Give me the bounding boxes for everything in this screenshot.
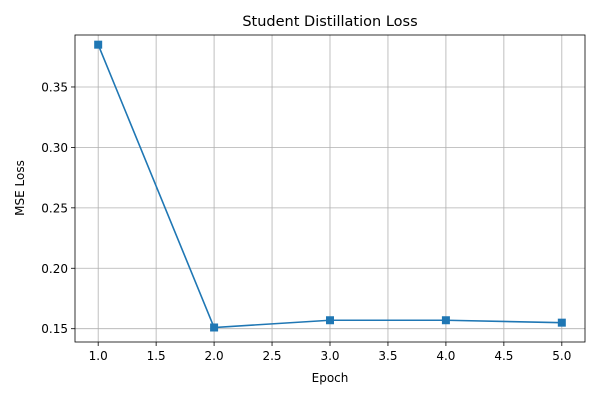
x-tick-label: 4.5 bbox=[494, 349, 513, 363]
x-tick-label: 5.0 bbox=[552, 349, 571, 363]
data-point bbox=[557, 318, 566, 327]
x-tick-label: 3.5 bbox=[378, 349, 397, 363]
x-tick-label: 1.5 bbox=[147, 349, 166, 363]
y-tick-label: 0.20 bbox=[41, 262, 68, 276]
x-tick-label: 3.0 bbox=[320, 349, 339, 363]
y-tick-label: 0.35 bbox=[41, 80, 68, 94]
x-tick-label: 4.0 bbox=[436, 349, 455, 363]
chart-title: Student Distillation Loss bbox=[242, 14, 417, 30]
ticks: 1.0 1.5 2.0 2.5 3.0 3.5 4.0 4.5 5.0 0.15 0.20 0.25 0… bbox=[41, 80, 571, 363]
series-layer bbox=[94, 40, 566, 332]
x-tick-label: 1.0 bbox=[89, 349, 108, 363]
y-tick-label: 0.15 bbox=[41, 322, 68, 336]
y-tick-label: 0.30 bbox=[41, 141, 68, 155]
y-tick-label: 0.25 bbox=[41, 201, 68, 215]
data-point bbox=[326, 316, 334, 325]
x-axis-label: Epoch bbox=[312, 371, 349, 385]
x-tick-label: 2.0 bbox=[205, 349, 224, 363]
y-axis-label: MSE Loss bbox=[13, 160, 27, 216]
data-point bbox=[94, 40, 103, 49]
x-tick-label: 2.5 bbox=[262, 349, 281, 363]
grid bbox=[75, 35, 585, 342]
data-point bbox=[441, 316, 450, 325]
data-point bbox=[210, 323, 219, 332]
